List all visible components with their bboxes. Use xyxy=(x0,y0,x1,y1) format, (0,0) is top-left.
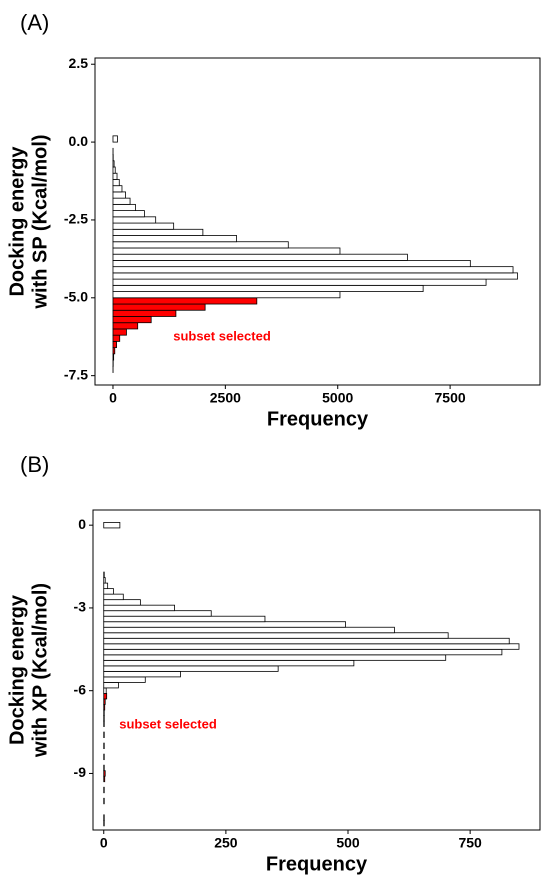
bar xyxy=(112,241,289,249)
bar xyxy=(103,637,510,645)
bar xyxy=(103,659,355,667)
bar xyxy=(103,770,106,777)
bar xyxy=(112,309,177,317)
bar xyxy=(103,693,108,700)
bar xyxy=(112,166,116,174)
y-tick-label: -3 xyxy=(74,599,87,615)
bar xyxy=(103,704,106,711)
bar xyxy=(112,228,204,236)
annotation: subset selected xyxy=(173,328,271,343)
y-axis-label: Docking energy xyxy=(6,594,28,745)
bar xyxy=(103,615,266,623)
bar xyxy=(112,191,126,199)
y-tick-label: -2.5 xyxy=(64,211,88,227)
bar xyxy=(112,272,518,280)
x-tick-label: 2500 xyxy=(210,390,241,406)
bar xyxy=(112,222,175,230)
y-tick-label: -9 xyxy=(74,764,87,780)
bar xyxy=(103,588,114,595)
y-tick-label: -6 xyxy=(74,681,87,697)
bar xyxy=(112,278,487,286)
bar xyxy=(112,340,117,349)
x-tick-label: 0 xyxy=(109,390,117,406)
bar xyxy=(103,599,141,606)
bar xyxy=(112,135,118,143)
bar xyxy=(103,775,106,783)
bar xyxy=(112,203,136,212)
bar xyxy=(112,160,115,168)
y-tick-label: -5.0 xyxy=(64,289,88,305)
x-tick-label: 0 xyxy=(100,835,108,851)
bar xyxy=(112,322,139,330)
bar xyxy=(112,247,341,255)
bar xyxy=(112,216,157,224)
annotation: subset selected xyxy=(119,716,217,731)
y-tick-label: -7.5 xyxy=(64,366,88,382)
x-tick-label: 750 xyxy=(458,835,482,851)
bar xyxy=(103,582,109,590)
bar xyxy=(103,643,520,650)
x-tick-label: 5000 xyxy=(322,390,353,406)
bar xyxy=(112,347,116,355)
bar xyxy=(112,210,145,218)
bar xyxy=(112,260,471,268)
bar xyxy=(103,593,124,601)
bar xyxy=(112,353,115,361)
bar xyxy=(112,284,424,292)
bar xyxy=(112,197,131,205)
panel-label: (A) xyxy=(20,10,49,35)
bar xyxy=(112,334,121,342)
y-tick-label: 2.5 xyxy=(69,55,89,71)
bar xyxy=(103,610,212,617)
x-axis-label: Frequency xyxy=(267,408,369,430)
bar xyxy=(103,698,106,705)
bar xyxy=(103,670,181,678)
bar xyxy=(103,648,503,656)
bar xyxy=(103,577,106,584)
bar xyxy=(112,297,258,305)
y-axis-label: with SP (Kcal/mol) xyxy=(29,134,51,309)
panel-label: (B) xyxy=(20,452,49,477)
bar xyxy=(103,522,121,529)
bar xyxy=(103,682,119,689)
x-tick-label: 250 xyxy=(214,835,238,851)
y-axis-label: with XP (Kcal/mol) xyxy=(29,583,51,758)
bar xyxy=(112,172,118,180)
bar xyxy=(112,253,408,261)
y-tick-label: 0 xyxy=(78,516,86,532)
bar xyxy=(103,665,279,672)
bar xyxy=(112,291,341,299)
bar xyxy=(112,235,237,243)
bar xyxy=(103,632,449,639)
bar xyxy=(103,604,175,612)
y-axis-label: Docking energy xyxy=(6,146,28,297)
bar xyxy=(112,316,152,324)
bar xyxy=(112,266,514,274)
bar xyxy=(112,303,206,311)
bar xyxy=(103,687,107,694)
x-tick-label: 500 xyxy=(336,835,360,851)
x-tick-label: 7500 xyxy=(435,390,466,406)
bar xyxy=(103,676,146,683)
plot-frame xyxy=(94,57,541,386)
bar xyxy=(103,626,395,634)
bar xyxy=(103,654,447,661)
y-tick-label: 0.0 xyxy=(69,133,89,149)
plot-frame xyxy=(92,509,541,831)
x-axis-label: Frequency xyxy=(266,853,368,875)
bar xyxy=(112,185,123,193)
bar xyxy=(103,621,346,628)
bar xyxy=(112,179,120,187)
bar xyxy=(112,328,127,336)
